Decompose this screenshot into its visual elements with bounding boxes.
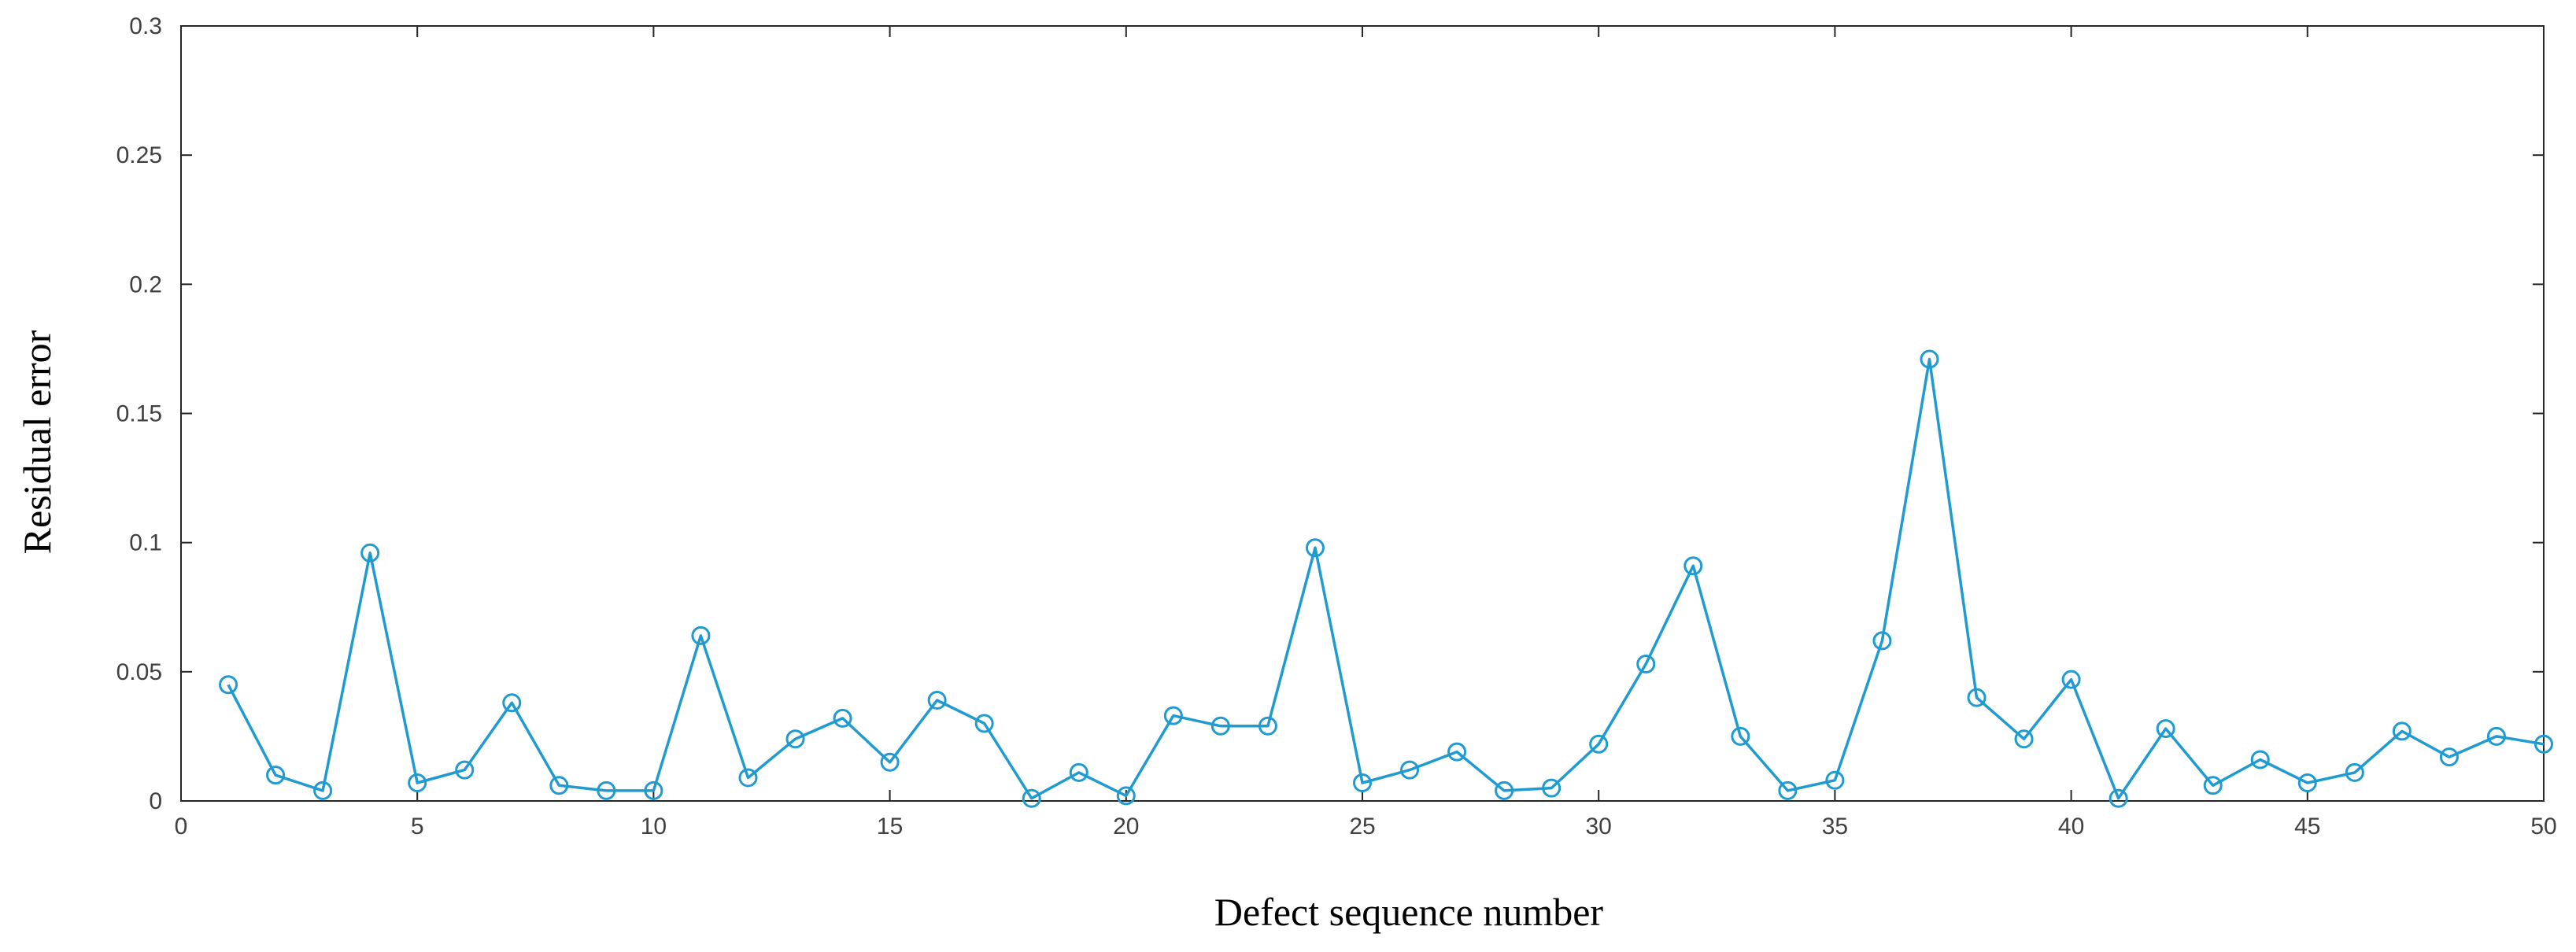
data-point-marker (1542, 778, 1561, 798)
y-axis: 0 0.05 0.1 0.15 0.2 0.25 0.3 (116, 13, 2544, 814)
y-tick-label: 0.25 (116, 142, 162, 168)
x-axis: 0 5 10 15 20 25 30 35 40 45 50 (175, 26, 2557, 839)
data-point-marker (1163, 706, 1183, 725)
x-tick-label: 35 (1822, 814, 1848, 839)
x-tick-label: 50 (2530, 814, 2556, 839)
data-point-marker (2108, 788, 2128, 808)
data-point-marker (549, 776, 569, 795)
data-point-marker (880, 752, 900, 772)
data-point-marker (1967, 688, 1987, 707)
x-tick-label: 15 (877, 814, 903, 839)
y-axis-title: Residual error (15, 330, 59, 554)
data-point-marker (785, 729, 805, 749)
data-point-marker (360, 543, 380, 563)
data-point-marker (1731, 726, 1750, 746)
data-point-marker (1210, 716, 1230, 736)
data-point-marker (2392, 721, 2412, 741)
y-tick-label: 0.3 (129, 13, 162, 39)
data-point-marker (927, 690, 947, 710)
data-point-marker (738, 768, 758, 788)
x-tick-label: 25 (1349, 814, 1375, 839)
series-layer (219, 349, 2553, 808)
plot-border (180, 25, 2545, 802)
data-point-marker (2345, 762, 2364, 782)
data-point-marker (313, 780, 333, 800)
data-point-marker (1920, 349, 1939, 369)
data-point-marker (1589, 734, 1609, 754)
data-point-marker (266, 766, 286, 785)
data-point-marker (691, 625, 711, 645)
data-point-marker (974, 714, 994, 733)
x-tick-label: 5 (411, 814, 424, 839)
data-point-marker (2297, 773, 2317, 793)
data-point-marker (1116, 786, 1136, 806)
data-point-marker (2014, 729, 2034, 749)
y-tick-label: 0.1 (129, 530, 162, 556)
data-point-marker (1069, 762, 1088, 782)
data-point-marker (455, 760, 475, 780)
data-point-marker (1636, 654, 1656, 673)
data-point-marker (2250, 750, 2270, 769)
y-tick-label: 0 (149, 788, 162, 814)
data-point-marker (2439, 747, 2459, 767)
data-point-marker (1022, 788, 1041, 808)
data-point-marker (408, 773, 427, 793)
data-point-marker (1683, 556, 1703, 576)
y-tick-label: 0.2 (129, 271, 162, 297)
data-point-marker (1825, 770, 1845, 790)
data-point-marker (219, 675, 238, 695)
data-point-marker (597, 780, 616, 800)
series-line (227, 357, 2545, 800)
x-tick-label: 45 (2294, 814, 2320, 839)
data-point-marker (2534, 734, 2553, 754)
plot-area (180, 25, 2545, 802)
data-point-marker (1353, 773, 1372, 793)
x-tick-label: 30 (1586, 814, 1612, 839)
x-tick-label: 40 (2058, 814, 2084, 839)
data-point-marker (1258, 716, 1277, 736)
data-point-marker (2061, 670, 2081, 689)
data-point-marker (1400, 760, 1420, 780)
data-point-marker (2156, 719, 2175, 739)
x-tick-label: 10 (641, 814, 667, 839)
data-point-marker (2203, 776, 2223, 795)
data-point-marker (2486, 726, 2506, 746)
y-tick-label: 0.15 (116, 401, 162, 427)
data-point-marker (644, 780, 663, 800)
data-point-marker (833, 708, 852, 728)
data-point-marker (1495, 780, 1514, 800)
data-point-marker (1447, 742, 1467, 762)
data-point-marker (502, 693, 522, 713)
x-axis-title: Defect sequence number (1214, 890, 1604, 934)
x-tick-label: 0 (175, 814, 188, 839)
data-point-marker (1872, 631, 1892, 651)
x-tick-label: 20 (1113, 814, 1139, 839)
y-tick-label: 0.05 (116, 659, 162, 685)
data-point-marker (1305, 538, 1325, 558)
data-point-marker (1778, 780, 1798, 800)
